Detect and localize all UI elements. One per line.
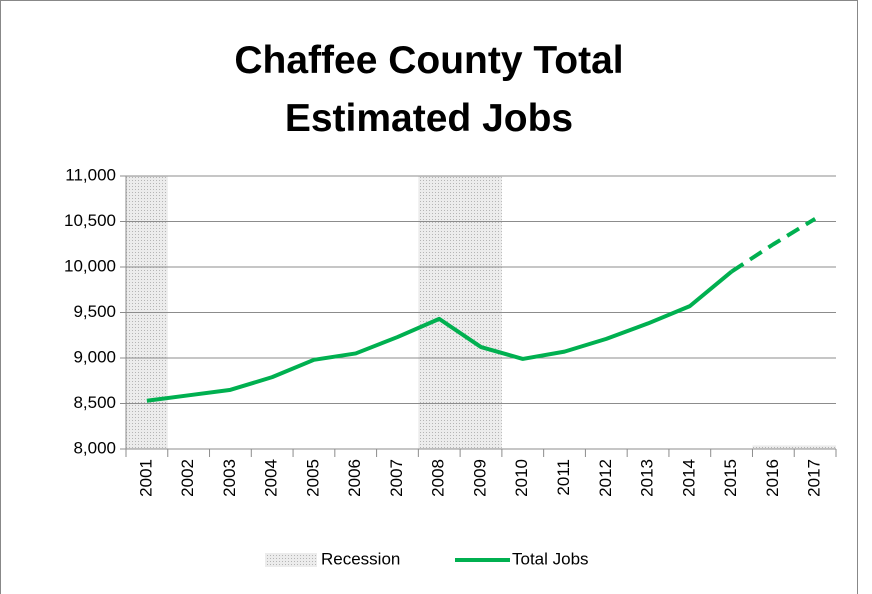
y-tick-label: 11,000 <box>65 165 116 184</box>
x-tick-label: 2010 <box>512 459 531 497</box>
y-tick-label: 9,500 <box>73 302 116 321</box>
projected-line <box>730 217 817 274</box>
jobs-line <box>146 270 733 403</box>
y-tick-label: 10,500 <box>64 211 116 230</box>
x-tick-label: 2015 <box>721 459 740 497</box>
y-tick-label: 8,000 <box>73 438 116 457</box>
recession-bar <box>794 445 836 449</box>
y-tick-label: 8,500 <box>73 393 116 412</box>
legend-label: Total Jobs <box>512 549 589 568</box>
chart-title: Chaffee County Total Estimated Jobs <box>234 39 624 140</box>
x-tick-label: 2017 <box>805 459 824 497</box>
x-tick-label: 2013 <box>638 459 657 497</box>
x-tick-label: 2016 <box>763 459 782 497</box>
x-tick-label: 2007 <box>387 459 406 497</box>
x-tick-label: 2011 <box>554 459 573 496</box>
x-tick-label: 2012 <box>596 459 615 497</box>
x-tick-label: 2008 <box>429 459 448 497</box>
x-tick-label: 2014 <box>679 459 698 497</box>
y-tick-label: 9,000 <box>73 347 116 366</box>
x-tick-label: 2002 <box>178 459 197 497</box>
x-tick-label: 2005 <box>303 459 322 497</box>
x-tick-label: 2009 <box>470 459 489 497</box>
x-tick-label: 2001 <box>136 459 155 497</box>
recession-bar <box>752 445 795 449</box>
y-tick-label: 10,000 <box>64 256 116 275</box>
legend-label: Recession <box>321 549 400 568</box>
x-tick-label: 2003 <box>220 459 239 497</box>
legend-swatch <box>265 553 317 567</box>
x-tick-label: 2006 <box>345 459 364 497</box>
x-tick-label: 2004 <box>262 459 281 497</box>
